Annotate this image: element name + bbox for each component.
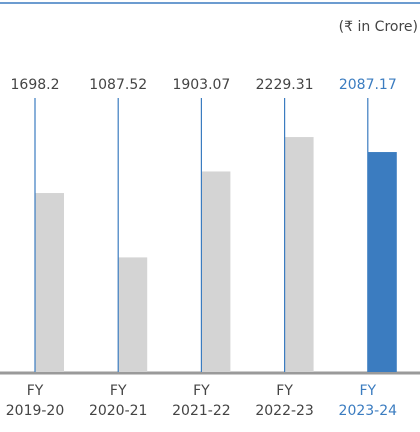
x-tick-label: FY [359,383,376,399]
x-tick-label: 2022-23 [255,403,314,419]
bar [284,137,314,372]
x-tick-label: 2021-22 [172,403,231,419]
bar [118,257,148,372]
value-label: 1903.07 [172,77,230,93]
x-tick-label: FY [193,383,210,399]
value-label: 2229.31 [256,77,314,93]
bar [367,152,397,372]
x-tick-label: 2020-21 [89,403,148,419]
unit-label: (₹ in Crore) [339,19,418,35]
x-tick-label: 2023-24 [339,403,398,419]
value-label: 1087.52 [89,77,147,93]
bar [35,193,64,372]
value-label: 2087.17 [339,77,397,93]
x-tick-label: FY [27,383,44,399]
x-tick-label: FY [276,383,293,399]
bar [201,171,231,372]
value-label: 1698.2 [11,77,60,93]
x-tick-label: FY [110,383,127,399]
x-tick-label: 2019-20 [6,403,65,419]
